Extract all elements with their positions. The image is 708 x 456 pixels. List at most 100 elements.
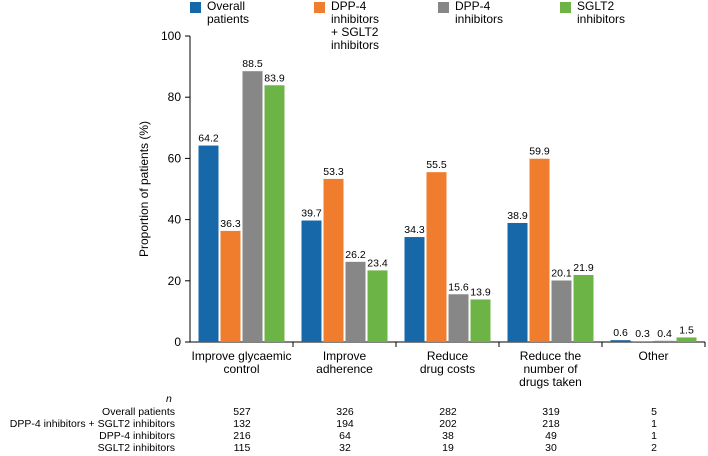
y-tick-label: 80 — [168, 90, 182, 104]
n-cell: 5 — [651, 406, 657, 418]
n-row-label: Overall patients — [102, 406, 175, 418]
bar-value-label: 23.4 — [367, 257, 388, 269]
n-table-row: SGLT2 inhibitors 115 32 19 30 2 — [0, 442, 708, 455]
n-cell: 1 — [651, 418, 657, 430]
x-tick-label: Improve adherence — [316, 349, 373, 376]
n-cell: 194 — [336, 418, 354, 430]
legend-label: DPP-4 inhibitors + SGLT2 inhibitors — [331, 0, 380, 52]
n-cell: 30 — [545, 442, 557, 454]
n-cell: 38 — [442, 430, 454, 442]
n-table-header: n — [166, 393, 172, 405]
bar — [301, 220, 322, 342]
bar-value-label: 36.3 — [220, 218, 241, 230]
n-row-label: SGLT2 inhibitors — [97, 442, 175, 454]
bar-value-label: 59.9 — [529, 146, 550, 158]
bar-value-label: 34.3 — [404, 224, 425, 236]
bar-value-label: 21.9 — [573, 262, 594, 274]
bar-value-label: 55.5 — [426, 159, 447, 171]
bar — [220, 230, 241, 342]
legend-label: SGLT2 inhibitors — [577, 0, 626, 26]
y-tick-label: 100 — [161, 29, 181, 43]
bar — [470, 299, 491, 342]
bar — [404, 237, 425, 342]
bar — [610, 340, 631, 342]
n-cell: 132 — [233, 418, 251, 430]
bar-value-label: 38.9 — [507, 210, 528, 222]
y-tick-label: 0 — [174, 335, 181, 349]
legend-item-dpp4: DPP-4 inhibitors — [438, 0, 503, 26]
n-row-label: DPP-4 inhibitors + SGLT2 inhibitors — [9, 418, 175, 430]
bar — [426, 172, 447, 342]
bar-value-label: 13.9 — [470, 286, 491, 298]
x-tick-label: Reduce the number of drugs taken — [519, 349, 582, 389]
legend-swatch — [438, 2, 449, 13]
n-cell: 19 — [442, 442, 454, 454]
y-tick-label: 20 — [168, 274, 182, 288]
legend-swatch — [190, 2, 201, 13]
n-cell: 326 — [336, 406, 354, 418]
n-row-label: DPP-4 inhibitors — [99, 430, 175, 442]
legend-swatch — [560, 2, 571, 13]
legend-item-combination: DPP-4 inhibitors + SGLT2 inhibitors — [314, 0, 379, 52]
x-tick-label-line: drug costs — [420, 362, 475, 376]
n-cell: 32 — [339, 442, 351, 454]
bar-value-label: 64.2 — [198, 133, 219, 145]
bar — [264, 85, 285, 343]
x-tick-label: Other — [638, 349, 668, 363]
bar — [198, 145, 219, 342]
n-cell: 1 — [651, 430, 657, 442]
y-tick-label: 60 — [168, 151, 182, 165]
bar-value-label: 39.7 — [301, 208, 322, 220]
n-cell: 49 — [545, 430, 557, 442]
bar — [345, 261, 366, 342]
bar-value-label: 88.5 — [242, 58, 263, 70]
bar — [551, 280, 572, 342]
bar-value-label: 15.6 — [448, 281, 469, 293]
x-tick-label-line: adherence — [316, 362, 373, 376]
bar — [367, 270, 388, 342]
n-cell: 216 — [233, 430, 251, 442]
bar-value-label: 0.3 — [635, 328, 650, 340]
bar-value-label: 0.4 — [657, 328, 672, 340]
x-tick-label: Improve glycaemic control — [191, 349, 291, 376]
legend-label: DPP-4 inhibitors — [455, 0, 504, 26]
bar — [448, 294, 469, 342]
bar-value-label: 26.2 — [345, 249, 366, 261]
bar — [529, 158, 550, 342]
x-tick-label-line: control — [223, 362, 259, 376]
x-tick-label-line: Other — [638, 349, 668, 363]
n-cell: 282 — [439, 406, 457, 418]
x-tick-label-line: number of — [523, 362, 578, 376]
bar — [632, 341, 653, 342]
y-tick-label: 40 — [168, 213, 182, 227]
x-tick-label-line: drugs taken — [519, 375, 582, 389]
y-axis-label: Proportion of patients (%) — [137, 121, 151, 257]
x-tick-label: Reduce drug costs — [420, 349, 475, 376]
n-table-row: DPP-4 inhibitors 216 64 38 49 1 — [0, 430, 708, 443]
n-cell: 527 — [233, 406, 251, 418]
x-tick-label-line: Improve — [323, 349, 367, 363]
bar — [654, 340, 675, 342]
n-cell: 2 — [651, 442, 657, 454]
n-cell: 115 — [233, 442, 251, 454]
bar — [242, 71, 263, 342]
x-tick-label-line: Improve glycaemic — [191, 349, 291, 363]
legend-item-sglt2: SGLT2 inhibitors — [560, 0, 625, 26]
n-table-row: Overall patients 527 326 282 319 5 — [0, 406, 708, 419]
n-cell: 218 — [542, 418, 560, 430]
bar-value-label: 1.5 — [679, 324, 694, 336]
x-tick-label-line: Reduce the — [520, 349, 582, 363]
x-tick-label-line: Reduce — [427, 349, 469, 363]
bar-chart: 0 20 40 60 80 100 Proportion of patients (%) 64… — [137, 29, 706, 389]
bar-value-label: 0.6 — [613, 327, 628, 339]
legend-swatch — [314, 2, 325, 13]
legend-item-overall: Overall patients — [190, 0, 249, 26]
bar-value-label: 20.1 — [551, 267, 572, 279]
bar — [323, 178, 344, 342]
n-table-row: DPP-4 inhibitors + SGLT2 inhibitors 132 … — [0, 418, 708, 431]
bar-value-label: 83.9 — [264, 72, 285, 84]
n-cell: 202 — [439, 418, 457, 430]
bar — [507, 222, 528, 342]
n-cell: 319 — [542, 406, 560, 418]
bar — [573, 274, 594, 342]
